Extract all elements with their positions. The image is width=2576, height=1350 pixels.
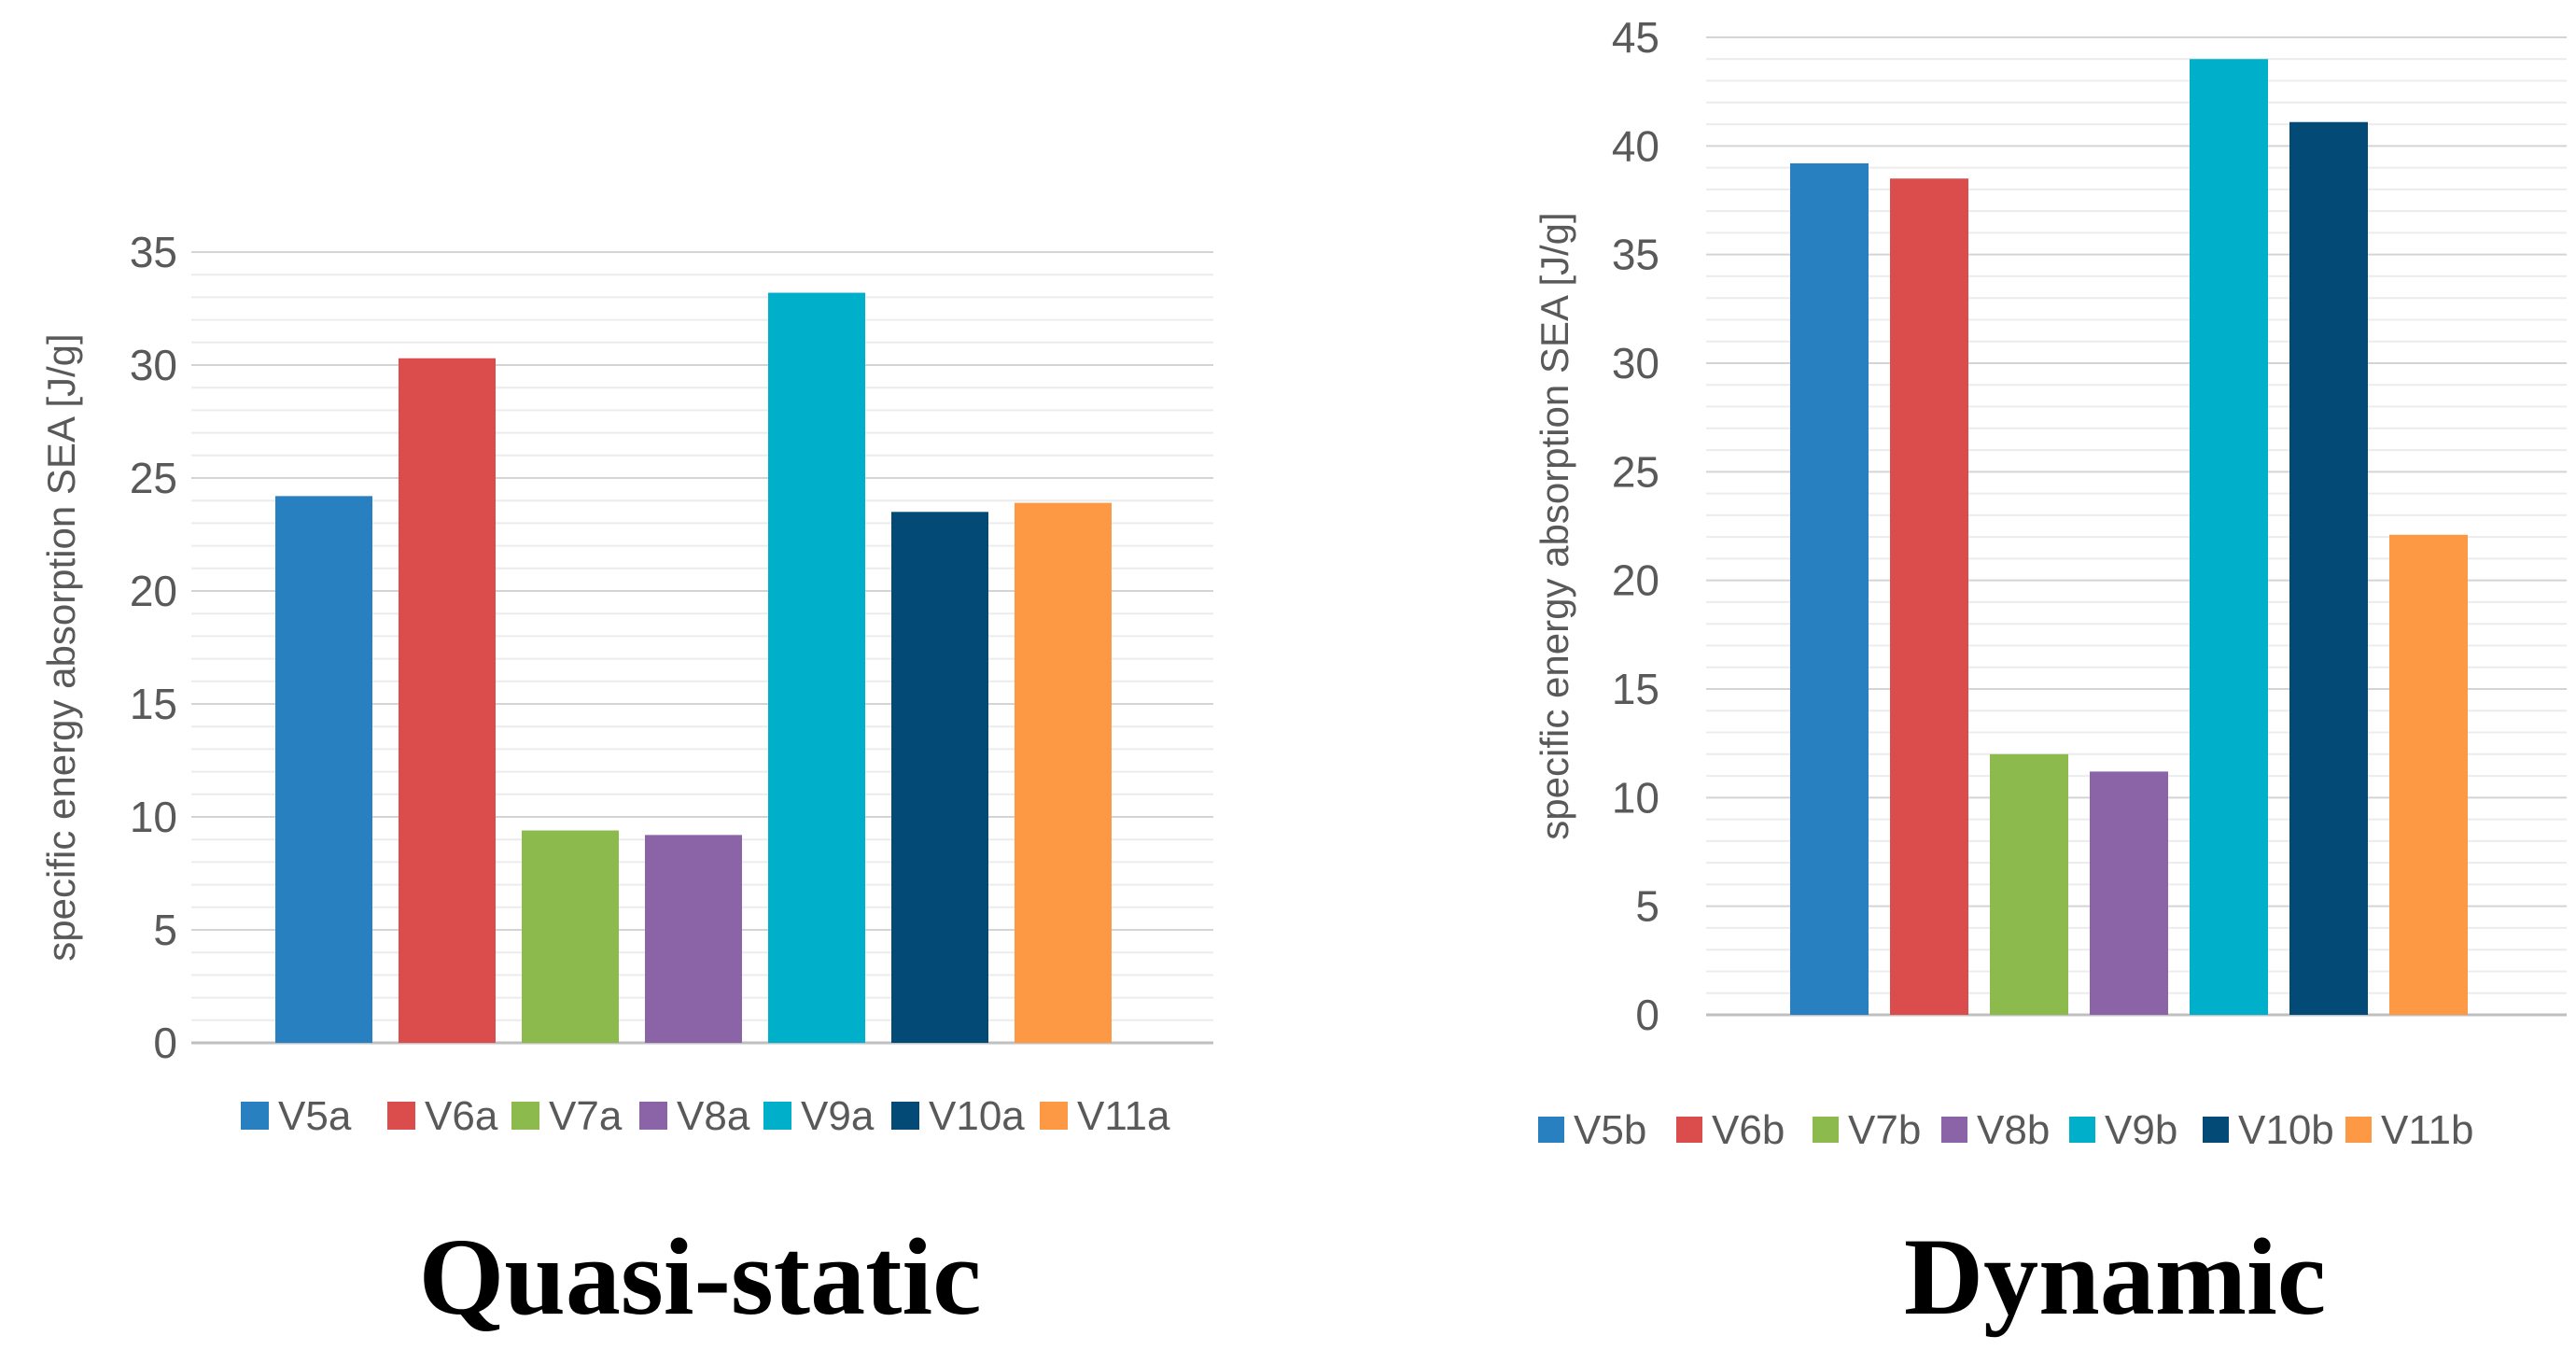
y-tick-label: 35 <box>130 228 177 276</box>
legend-label: V9a <box>801 1093 875 1139</box>
legend-swatch <box>1941 1117 1967 1143</box>
bar-V6a <box>399 358 496 1043</box>
bar-V10a <box>891 512 988 1043</box>
legend-swatch <box>511 1102 539 1130</box>
y-tick-label: 30 <box>1612 339 1659 387</box>
legend-label: V7b <box>1848 1107 1921 1153</box>
y-axis-label: specific energy absorption SEA [J/g] <box>39 333 83 961</box>
y-tick-label: 10 <box>1612 773 1659 822</box>
legend-label: V5b <box>1574 1107 1646 1153</box>
legend-swatch <box>763 1102 791 1130</box>
bar-V7a <box>522 830 619 1043</box>
legend-swatch <box>639 1102 667 1130</box>
legend-swatch <box>2069 1117 2095 1143</box>
y-tick-label: 45 <box>1612 13 1659 62</box>
y-tick-label: 25 <box>130 454 177 502</box>
bar-V11a <box>1015 502 1112 1043</box>
legend-label: V10a <box>929 1093 1025 1139</box>
y-tick-label: 5 <box>153 906 177 954</box>
legend-swatch <box>387 1102 415 1130</box>
legend: V5a V6a V7a V8a V9a V10a V11a <box>241 1093 1170 1139</box>
legend-swatch <box>241 1102 269 1130</box>
legend-swatch <box>1538 1117 1564 1143</box>
y-tick-label: 30 <box>130 341 177 389</box>
bar-V5a <box>275 496 372 1043</box>
legend-swatch <box>2203 1117 2229 1143</box>
legend-swatch <box>1813 1117 1839 1143</box>
dynamic-chart: 0 5 10 15 20 25 30 35 40 45 specific energy absorp… <box>1533 13 2567 1153</box>
legend-label: V8a <box>677 1093 750 1139</box>
y-tick-label: 15 <box>1612 665 1659 713</box>
legend-label: V11b <box>2381 1107 2474 1153</box>
legend-swatch <box>1040 1102 1068 1130</box>
quasi-static-chart: 0 5 10 15 20 25 30 35 specific energy absorption… <box>39 228 1213 1139</box>
y-tick-label: 10 <box>130 793 177 841</box>
bar-V8a <box>645 835 742 1043</box>
legend-label: V6b <box>1712 1107 1785 1153</box>
bar-V9b <box>2190 59 2268 1016</box>
legend-label: V5a <box>278 1093 352 1139</box>
bar-V7b <box>1990 753 2068 1015</box>
bar-V11b <box>2389 534 2468 1015</box>
y-tick-label: 20 <box>130 567 177 615</box>
bar-V6b <box>1890 178 1968 1015</box>
y-axis-label: specific energy absorption SEA [J/g] <box>1533 212 1576 839</box>
y-tick-label: 0 <box>153 1019 177 1067</box>
y-tick-label: 20 <box>1612 556 1659 605</box>
quasi-static-panel: 0 5 10 15 20 25 30 35 specific energy absorption… <box>39 228 1213 1338</box>
legend-label: V7a <box>549 1093 623 1139</box>
legend-label: V11a <box>1077 1093 1170 1139</box>
bar-V5b <box>1790 162 1869 1016</box>
y-tick-label: 5 <box>1635 882 1659 931</box>
dynamic-panel: 0 5 10 15 20 25 30 35 40 45 specific energy absorp… <box>1456 0 2576 1350</box>
y-tick-label: 25 <box>1612 447 1659 496</box>
bar-V8b <box>2090 771 2168 1015</box>
legend-label: V8b <box>1977 1107 2050 1153</box>
dynamic-title: Dynamic <box>1903 1216 2327 1338</box>
y-tick-label: 0 <box>1635 991 1659 1039</box>
legend-swatch <box>1676 1117 1702 1143</box>
legend-label: V10b <box>2238 1107 2334 1153</box>
legend-label: V9b <box>2105 1107 2177 1153</box>
legend-swatch <box>2345 1117 2372 1143</box>
quasi-static-title: Quasi-static <box>418 1216 982 1338</box>
bar-V9a <box>768 292 865 1043</box>
y-tick-label: 40 <box>1612 121 1659 170</box>
legend-swatch <box>891 1102 919 1130</box>
bar-V10b <box>2289 121 2368 1016</box>
legend-label: V6a <box>425 1093 498 1139</box>
y-tick-label: 35 <box>1612 231 1659 279</box>
y-tick-label: 15 <box>130 680 177 728</box>
legend: V5b V6b V7b V8b V9b V10b V11b <box>1538 1107 2474 1153</box>
